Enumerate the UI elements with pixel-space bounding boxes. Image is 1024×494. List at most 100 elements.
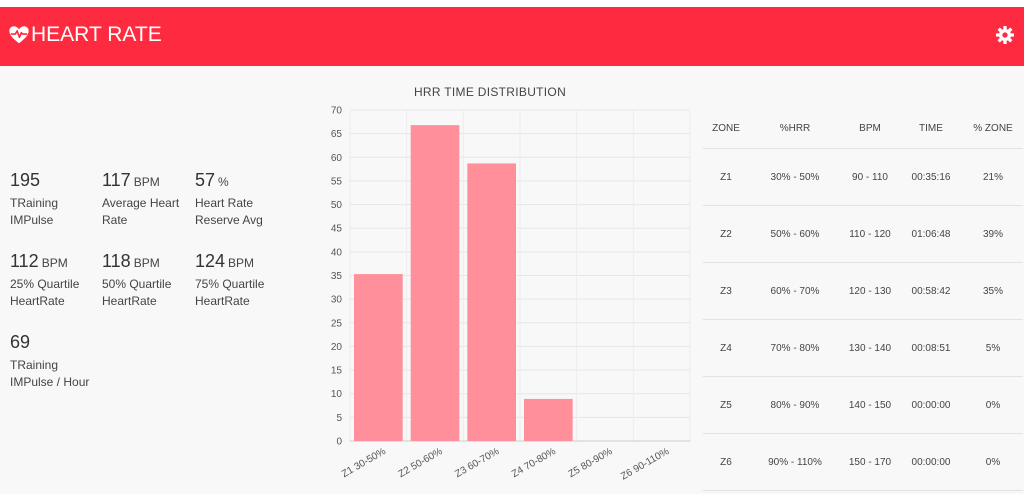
zone-table: ZONE %HRR BPM TIME % ZONE Z1 30% - 50% 9… (703, 108, 1023, 491)
stat-label: Average Heart (102, 196, 180, 210)
y-tick-label: 70 (331, 106, 343, 117)
cell-pct-zone: 39% (963, 205, 1023, 263)
table-row: Z5 80% - 90% 140 - 150 00:00:00 0% (703, 376, 1023, 434)
y-tick-label: 30 (331, 295, 343, 306)
stat-label: IMPulse / Hour (10, 375, 90, 389)
stat-label: TRaining (10, 196, 59, 210)
x-tick-label: Z4 70-80% (510, 446, 558, 480)
y-tick-label: 20 (331, 342, 343, 353)
cell-bpm: 120 - 130 (841, 262, 899, 320)
cell-bpm: 90 - 110 (841, 148, 899, 206)
x-tick-label: Z1 30-50% (340, 446, 388, 480)
table-row: Z3 60% - 70% 120 - 130 00:58:42 35% (703, 262, 1023, 320)
cell-time: 00:58:42 (899, 262, 963, 320)
stat-hrr-avg: 57% Heart Rate Reserve Avg (195, 170, 285, 229)
cell-pct-zone: 35% (963, 262, 1023, 320)
gear-icon[interactable] (995, 25, 1015, 45)
stat-value: 69 (10, 332, 31, 352)
column-header-zone: ZONE (712, 122, 740, 134)
x-tick-label: Z5 80-90% (567, 446, 615, 480)
table-row: Z2 50% - 60% 110 - 120 01:06:48 39% (703, 205, 1023, 263)
hrr-time-distribution-chart: 0 5 10 15 20 25 30 35 40 45 50 55 60 65 70 Z1 30-50% Z2… (331, 106, 691, 482)
y-tick-label: 50 (331, 200, 343, 211)
y-tick-label: 65 (331, 129, 343, 140)
stat-value: 112 (10, 251, 39, 271)
table-row: Z4 70% - 80% 130 - 140 00:08:51 5% (703, 319, 1023, 377)
stat-label: HeartRate (102, 294, 157, 308)
y-tick-label: 60 (331, 153, 343, 164)
cell-pct-zone: 0% (963, 376, 1023, 434)
chart-bar (354, 274, 403, 441)
heartbeat-icon (9, 26, 29, 44)
cell-zone: Z4 (703, 319, 749, 377)
cell-zone: Z6 (703, 433, 749, 491)
cell-time: 00:08:51 (899, 319, 963, 377)
chart-title: HRR TIME DISTRIBUTION (413, 85, 567, 99)
cell-zone: Z3 (703, 262, 749, 320)
table-row: Z6 90% - 110% 150 - 170 00:00:00 0% (703, 433, 1023, 491)
y-tick-label: 40 (331, 247, 343, 258)
stat-value: 117 (102, 170, 131, 190)
cell-pct-zone: 21% (963, 148, 1023, 206)
x-tick-label: Z3 60-70% (453, 446, 501, 480)
cell-hrr: 60% - 70% (749, 262, 841, 320)
stat-value: 195 (10, 170, 41, 190)
cell-zone: Z2 (703, 205, 749, 263)
x-tick-label: Z6 90-110% (619, 446, 671, 482)
stat-25-quartile: 112 BPM 25% Quartile HeartRate (10, 251, 100, 310)
stat-training-impulse-hour: 69 TRaining IMPulse / Hour (10, 332, 100, 391)
cell-hrr: 90% - 110% (749, 433, 841, 491)
x-tick-label: Z2 50-60% (397, 446, 445, 480)
y-tick-label: 25 (331, 318, 343, 329)
stat-training-impulse: 195 TRaining IMPulse (10, 170, 100, 229)
stat-unit: BPM (41, 256, 68, 270)
stat-75-quartile: 124 BPM 75% Quartile HeartRate (195, 251, 285, 310)
table-header-row: ZONE %HRR BPM TIME % ZONE (703, 108, 1023, 149)
stat-unit: BPM (228, 256, 255, 270)
cell-hrr: 80% - 90% (749, 376, 841, 434)
y-tick-label: 10 (331, 389, 343, 400)
cell-time: 00:00:00 (899, 376, 963, 434)
column-header-bpm: BPM (859, 122, 881, 134)
table-row: Z1 30% - 50% 90 - 110 00:35:16 21% (703, 148, 1023, 206)
cell-hrr: 30% - 50% (749, 148, 841, 206)
section-header: HEART RATE (0, 7, 1024, 66)
column-header-hrr: %HRR (779, 122, 811, 134)
stat-label: Heart Rate (195, 196, 254, 210)
stat-value: 124 (195, 251, 226, 271)
chart-bar (524, 398, 573, 441)
y-tick-label: 0 (336, 437, 342, 448)
cell-bpm: 140 - 150 (841, 376, 899, 434)
stat-average-heart-rate: 117 BPM Average Heart Rate (102, 170, 192, 229)
stat-label: 50% Quartile (102, 277, 172, 291)
y-tick-label: 15 (331, 366, 343, 377)
cell-zone: Z5 (703, 376, 749, 434)
cell-time: 00:00:00 (899, 433, 963, 491)
cell-hrr: 50% - 60% (749, 205, 841, 263)
stat-label: Reserve Avg (195, 213, 263, 227)
cell-hrr: 70% - 80% (749, 319, 841, 377)
cell-bpm: 150 - 170 (841, 433, 899, 491)
stat-label: HeartRate (10, 294, 65, 308)
chart-bar (410, 125, 460, 442)
y-tick-label: 35 (331, 271, 343, 282)
column-header-time: TIME (919, 122, 943, 134)
stat-label: HeartRate (195, 294, 250, 308)
cell-pct-zone: 5% (963, 319, 1023, 377)
stat-label: 25% Quartile (10, 277, 80, 291)
cell-time: 01:06:48 (899, 205, 963, 263)
stat-label: Rate (102, 213, 128, 227)
stat-50-quartile: 118 BPM 50% Quartile HeartRate (102, 251, 192, 310)
y-tick-label: 45 (331, 224, 343, 235)
stat-unit: % (218, 175, 229, 189)
y-tick-label: 55 (331, 176, 343, 187)
stat-label: 75% Quartile (195, 277, 265, 291)
page-title: HEART RATE (31, 23, 162, 46)
column-header-pct-zone: % ZONE (973, 122, 1013, 134)
stat-value: 57 (195, 170, 216, 190)
stat-unit: BPM (133, 256, 160, 270)
cell-time: 00:35:16 (899, 148, 963, 206)
y-tick-label: 5 (336, 413, 342, 424)
stat-label: IMPulse (10, 213, 54, 227)
cell-bpm: 130 - 140 (841, 319, 899, 377)
